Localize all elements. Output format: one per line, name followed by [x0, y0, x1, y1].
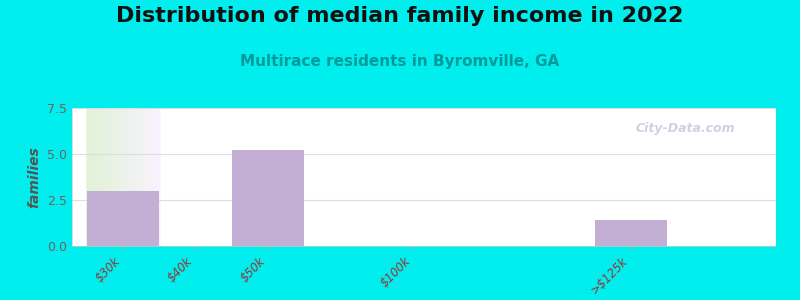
Text: Multirace residents in Byromville, GA: Multirace residents in Byromville, GA: [240, 54, 560, 69]
Bar: [86, 191, 159, 246]
Text: City-Data.com: City-Data.com: [635, 122, 735, 135]
Text: Distribution of median family income in 2022: Distribution of median family income in …: [116, 6, 684, 26]
Bar: [232, 150, 304, 246]
Y-axis label: families: families: [27, 146, 42, 208]
Bar: [594, 220, 667, 246]
